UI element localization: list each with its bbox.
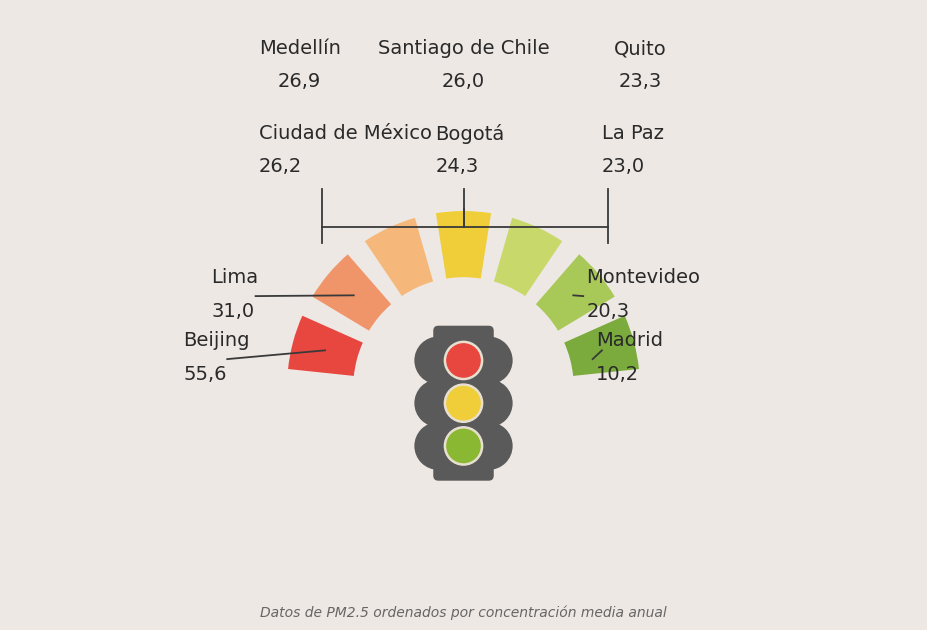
Text: Medellín: Medellín: [259, 39, 340, 58]
Wedge shape: [414, 422, 438, 470]
Wedge shape: [489, 422, 513, 470]
Text: 23,3: 23,3: [618, 72, 662, 91]
Text: Datos de PM2.5 ordenados por concentración media anual: Datos de PM2.5 ordenados por concentraci…: [260, 605, 667, 620]
Wedge shape: [414, 336, 438, 384]
Text: 26,0: 26,0: [442, 72, 485, 91]
Circle shape: [447, 429, 480, 462]
Circle shape: [447, 344, 480, 377]
Text: Ciudad de México: Ciudad de México: [259, 124, 432, 143]
Text: 10,2: 10,2: [596, 365, 639, 384]
Text: 31,0: 31,0: [211, 302, 255, 321]
Circle shape: [444, 427, 483, 465]
Wedge shape: [536, 255, 615, 331]
Text: La Paz: La Paz: [603, 124, 664, 143]
Text: Santiago de Chile: Santiago de Chile: [377, 39, 550, 58]
Wedge shape: [489, 379, 513, 427]
Text: Madrid: Madrid: [596, 331, 663, 350]
Wedge shape: [494, 218, 562, 296]
Wedge shape: [414, 379, 438, 427]
Circle shape: [444, 384, 483, 422]
Circle shape: [447, 387, 480, 420]
Text: 24,3: 24,3: [435, 158, 478, 176]
FancyBboxPatch shape: [433, 326, 494, 481]
Wedge shape: [489, 336, 513, 384]
Wedge shape: [365, 218, 433, 296]
Wedge shape: [565, 316, 639, 376]
Wedge shape: [288, 316, 362, 376]
Text: Lima: Lima: [211, 268, 259, 287]
Text: Montevideo: Montevideo: [587, 268, 701, 287]
Text: 23,0: 23,0: [603, 158, 645, 176]
Text: 55,6: 55,6: [184, 365, 226, 384]
Text: Bogotá: Bogotá: [435, 123, 504, 144]
Text: 26,9: 26,9: [278, 72, 322, 91]
Text: 20,3: 20,3: [587, 302, 629, 321]
Wedge shape: [312, 255, 391, 331]
Text: 26,2: 26,2: [259, 158, 302, 176]
Wedge shape: [436, 211, 491, 278]
Text: Quito: Quito: [614, 39, 667, 58]
Circle shape: [444, 341, 483, 380]
Text: Beijing: Beijing: [184, 331, 249, 350]
